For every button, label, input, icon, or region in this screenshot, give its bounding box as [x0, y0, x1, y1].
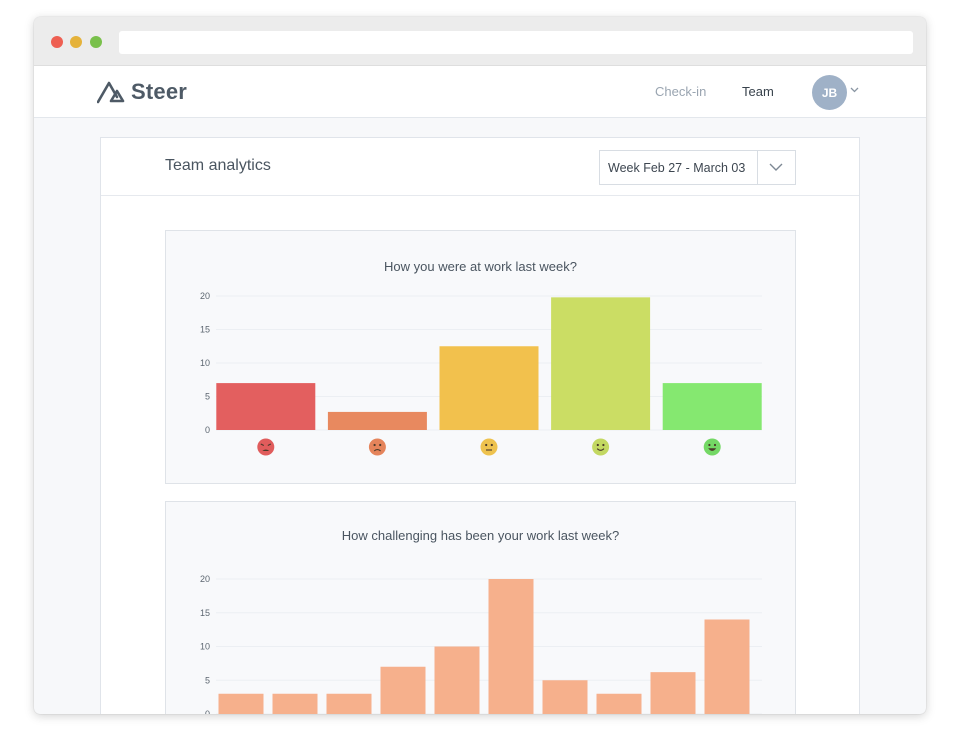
close-window-button[interactable]	[51, 36, 63, 48]
y-tick-label: 15	[200, 325, 210, 335]
very-happy-face-icon	[703, 438, 721, 456]
y-tick-label: 5	[205, 675, 210, 685]
mood-chart-panel: How you were at work last week? 0 5 10 15 20	[165, 230, 796, 484]
browser-titlebar	[34, 17, 926, 66]
week-select-divider	[757, 151, 758, 184]
minimize-window-button[interactable]	[70, 36, 82, 48]
maximize-window-button[interactable]	[90, 36, 102, 48]
bar	[216, 383, 316, 430]
brand-name: Steer	[131, 79, 188, 104]
bar	[272, 693, 318, 714]
y-tick-label: 10	[200, 358, 210, 368]
week-select[interactable]: Week Feb 27 - March 03	[599, 150, 796, 185]
bar	[327, 411, 427, 430]
bar	[650, 672, 696, 714]
week-select-value: Week Feb 27 - March 03	[608, 161, 746, 175]
bar	[380, 666, 426, 714]
bar	[218, 693, 264, 714]
y-tick-label: 5	[205, 392, 210, 402]
bar	[704, 619, 750, 714]
card-header: Team analytics Week Feb 27 - March 03	[101, 138, 859, 196]
browser-window: Steer Check-in Team JB Team analytics We…	[34, 17, 926, 714]
y-tick-label: 15	[200, 608, 210, 618]
chart-title: How you were at work last week?	[384, 259, 577, 274]
mood-bar-chart: 0 5 10 15 20	[200, 291, 762, 456]
y-tick-label: 0	[205, 425, 210, 435]
user-avatar[interactable]: JB	[812, 75, 847, 110]
y-tick-label: 20	[200, 574, 210, 584]
y-tick-label: 10	[200, 642, 210, 652]
very-sad-face-icon	[257, 438, 275, 456]
bar	[326, 693, 372, 714]
steer-logo-icon	[97, 81, 125, 104]
address-bar[interactable]	[119, 31, 913, 54]
challenge-bar-chart: 0 5 10 15 20	[200, 574, 762, 714]
neutral-face-icon	[480, 438, 498, 456]
bar	[434, 646, 480, 714]
analytics-card: Team analytics Week Feb 27 - March 03 Ho…	[100, 137, 860, 714]
bar	[596, 693, 642, 714]
avatar-initials: JB	[821, 85, 838, 100]
y-tick-label: 20	[200, 291, 210, 301]
bar	[551, 297, 651, 430]
bar	[488, 579, 534, 714]
chevron-down-icon[interactable]	[769, 162, 783, 172]
chart-title: How challenging has been your work last …	[341, 528, 620, 543]
nav-team-link[interactable]: Team	[742, 84, 774, 99]
bar	[542, 680, 588, 714]
page-title: Team analytics	[165, 157, 271, 174]
bar	[439, 346, 539, 430]
brand-logo[interactable]: Steer	[97, 79, 187, 105]
y-tick-label: 0	[205, 709, 210, 714]
bar	[662, 383, 762, 430]
challenge-chart-panel: How challenging has been your work last …	[165, 501, 796, 714]
nav-checkin-link[interactable]: Check-in	[655, 84, 707, 99]
happy-face-icon	[592, 438, 610, 456]
chevron-down-icon[interactable]	[850, 87, 859, 93]
top-navbar: Steer Check-in Team JB	[34, 66, 926, 118]
sad-face-icon	[368, 438, 386, 456]
